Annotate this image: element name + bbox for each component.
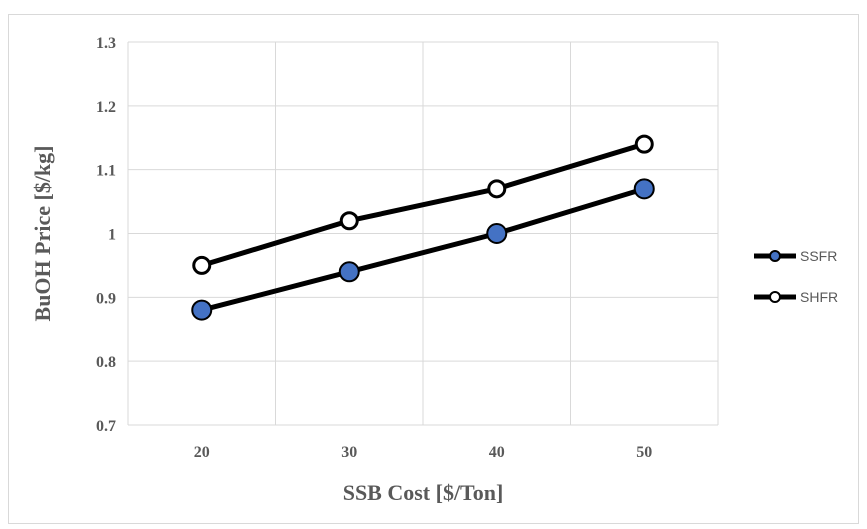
chart-frame	[8, 14, 859, 524]
x-tick-label: 50	[636, 444, 652, 461]
y-tick-label: 1.1	[96, 163, 116, 180]
series-line-ssfr	[201, 186, 645, 313]
x-tick-label: 30	[341, 444, 357, 461]
y-tick-label: 0.7	[96, 418, 116, 435]
y-tick-label: 1.2	[96, 99, 116, 116]
series-group	[191, 134, 655, 321]
y-tick-label: 0.8	[96, 354, 116, 371]
y-tick-label: 1	[108, 227, 116, 244]
legend-label-ssfr: SSFR	[800, 248, 837, 264]
x-tick-label: 40	[489, 444, 505, 461]
y-axis-title: BuOH Price [$/kg]	[30, 146, 55, 322]
x-axis-title: SSB Cost [$/Ton]	[343, 480, 504, 505]
data-point-ssfr	[633, 178, 655, 200]
y-tick-label: 0.9	[96, 290, 116, 307]
legend: SSFR SHFR	[754, 248, 838, 305]
data-point-ssfr	[191, 299, 213, 321]
data-point-ssfr	[338, 261, 360, 283]
data-point-shfr	[192, 255, 212, 275]
x-tick-labels: 20 30 40 50	[194, 444, 653, 461]
data-point-shfr	[487, 179, 507, 199]
series-line-shfr	[201, 141, 645, 268]
data-point-shfr	[339, 211, 359, 231]
data-point-shfr	[634, 134, 654, 154]
legend-marker-shfr	[769, 291, 781, 303]
gridlines	[127, 41, 719, 426]
legend-label-shfr: SHFR	[800, 289, 838, 305]
y-tick-label: 1.3	[96, 35, 116, 52]
x-tick-label: 20	[194, 444, 210, 461]
legend-marker-ssfr	[769, 250, 781, 262]
y-tick-labels: 0.7 0.8 0.9 1 1.1 1.2 1.3	[96, 35, 116, 435]
data-point-ssfr	[486, 223, 508, 244]
